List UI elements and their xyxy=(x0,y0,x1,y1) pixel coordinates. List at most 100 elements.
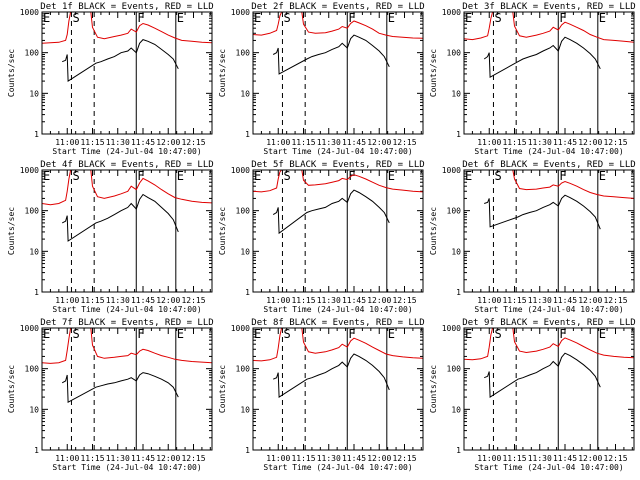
events-series-line xyxy=(483,36,601,79)
y-tick-label: 1000 xyxy=(231,166,250,175)
x-tick-label: 12:15 xyxy=(181,138,205,147)
x-tick-label: 11:45 xyxy=(342,454,366,463)
y-tick-label: 1 xyxy=(456,288,461,297)
event-marker-label: F xyxy=(559,11,566,25)
y-tick-label: 1000 xyxy=(442,324,461,333)
event-marker-label: E xyxy=(254,11,261,25)
y-tick-label: 10 xyxy=(451,247,461,256)
plot-frame xyxy=(463,327,635,451)
plot-frame xyxy=(41,11,213,135)
x-tick-label: 11:30 xyxy=(317,454,341,463)
events-series-line xyxy=(62,39,179,82)
x-tick-label: 12:15 xyxy=(181,296,205,305)
panel-title: Det 4f BLACK = Events, RED = LLD xyxy=(40,160,213,170)
panel-title: Det 3f BLACK = Events, RED = LLD xyxy=(462,2,635,12)
event-marker-label: S xyxy=(494,327,501,341)
x-tick-label: 12:00 xyxy=(156,138,180,147)
events-series-line xyxy=(272,34,390,75)
x-tick-label: 11:45 xyxy=(131,138,155,147)
lld-series-line xyxy=(253,328,423,362)
event-marker-label: F xyxy=(348,327,355,341)
panel-title: Det 2f BLACK = Events, RED = LLD xyxy=(251,2,424,12)
plot-frame xyxy=(252,327,424,451)
x-tick-label: 11:15 xyxy=(502,296,526,305)
events-series-line xyxy=(61,193,179,242)
x-axis-title: Start Time (24-Jul-04 10:47:00) xyxy=(52,463,201,472)
detector-panel: Det 1f BLACK = Events, RED = LLD Counts/s… xyxy=(7,2,214,156)
y-tick-label: 1 xyxy=(456,130,461,139)
lld-series-line xyxy=(253,12,423,39)
panel-title: Det 6f BLACK = Events, RED = LLD xyxy=(462,160,635,170)
x-tick-label: 11:45 xyxy=(342,296,366,305)
x-tick-label: 11:30 xyxy=(106,454,130,463)
event-marker-label: S xyxy=(283,169,290,183)
y-tick-label: 1 xyxy=(34,288,39,297)
detector-panel: Det 2f BLACK = Events, RED = LLD Counts/s… xyxy=(218,2,425,156)
x-tick-label: 12:15 xyxy=(181,454,205,463)
event-marker-label: S xyxy=(72,327,79,341)
event-marker-label: E xyxy=(388,327,395,341)
lld-series-line xyxy=(464,328,634,361)
x-tick-label: 11:00 xyxy=(55,138,79,147)
x-tick-label: 11:15 xyxy=(291,454,315,463)
x-axis-title: Start Time (24-Jul-04 10:47:00) xyxy=(263,463,412,472)
detector-panel: Det 4f BLACK = Events, RED = LLD Counts/s… xyxy=(7,160,214,314)
y-tick-label: 10 xyxy=(451,405,461,414)
y-tick-label: 10 xyxy=(29,247,39,256)
x-tick-label: 11:15 xyxy=(291,138,315,147)
x-tick-label: 11:15 xyxy=(80,138,104,147)
x-tick-label: 11:45 xyxy=(342,138,366,147)
x-tick-label: 11:45 xyxy=(553,454,577,463)
y-tick-label: 100 xyxy=(236,49,251,58)
y-tick-label: 10 xyxy=(240,89,250,98)
lld-series-line xyxy=(464,170,634,199)
x-tick-label: 12:00 xyxy=(367,138,391,147)
x-tick-label: 12:00 xyxy=(578,454,602,463)
plot-frame xyxy=(463,11,635,135)
y-tick-label: 10 xyxy=(240,247,250,256)
event-marker-label: E xyxy=(599,169,606,183)
event-marker-label: E xyxy=(43,169,50,183)
x-tick-label: 11:30 xyxy=(317,138,341,147)
x-tick-label: 12:00 xyxy=(156,296,180,305)
panel-title: Det 1f BLACK = Events, RED = LLD xyxy=(40,2,213,12)
y-axis-title: Counts/sec xyxy=(429,207,438,255)
panel-title: Det 8f BLACK = Events, RED = LLD xyxy=(251,318,424,328)
event-marker-label: F xyxy=(559,169,566,183)
x-tick-label: 11:15 xyxy=(291,296,315,305)
y-axis-title: Counts/sec xyxy=(429,49,438,97)
event-marker-label: E xyxy=(254,169,261,183)
events-series-line xyxy=(61,372,179,404)
y-axis-title: Counts/sec xyxy=(429,365,438,413)
x-tick-label: 11:00 xyxy=(477,454,501,463)
event-marker-label: E xyxy=(465,169,472,183)
y-tick-label: 10 xyxy=(451,89,461,98)
y-tick-label: 100 xyxy=(25,365,40,374)
x-tick-label: 11:45 xyxy=(131,296,155,305)
y-axis-title: Counts/sec xyxy=(7,49,16,97)
lld-series-line xyxy=(42,170,212,206)
y-tick-label: 100 xyxy=(25,207,40,216)
x-tick-label: 11:45 xyxy=(553,138,577,147)
y-tick-label: 1000 xyxy=(20,324,39,333)
y-axis-title: Counts/sec xyxy=(7,365,16,413)
events-series-line xyxy=(272,189,390,235)
event-marker-label: E xyxy=(599,327,606,341)
x-tick-label: 11:15 xyxy=(502,454,526,463)
x-tick-label: 12:15 xyxy=(392,296,416,305)
detector-panel: Det 3f BLACK = Events, RED = LLD Counts/s… xyxy=(429,2,636,156)
panel-title: Det 9f BLACK = Events, RED = LLD xyxy=(462,318,635,328)
lld-series-line xyxy=(42,328,212,364)
x-tick-label: 12:15 xyxy=(392,454,416,463)
events-series-line xyxy=(484,194,601,230)
x-tick-label: 11:30 xyxy=(106,138,130,147)
panel-title: Det 7f BLACK = Events, RED = LLD xyxy=(40,318,213,328)
x-tick-label: 11:30 xyxy=(528,454,552,463)
event-marker-label: E xyxy=(43,327,50,341)
y-tick-label: 1 xyxy=(456,446,461,455)
y-tick-label: 10 xyxy=(240,405,250,414)
x-tick-label: 11:15 xyxy=(502,138,526,147)
plot-frame xyxy=(463,169,635,293)
y-tick-label: 100 xyxy=(447,49,462,58)
